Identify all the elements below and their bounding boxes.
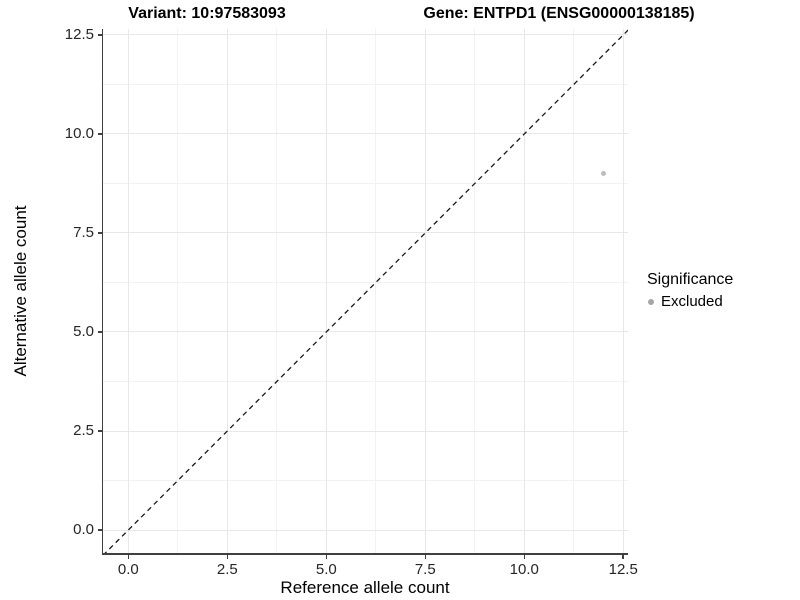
x-tick-mark (424, 554, 427, 559)
major-gridline-horizontal (103, 529, 628, 531)
legend-point-icon (648, 298, 654, 305)
minor-gridline-vertical (276, 29, 278, 553)
y-tick-label: 2.5 (73, 422, 94, 439)
minor-gridline-vertical (474, 29, 476, 553)
minor-gridline-horizontal (103, 281, 628, 283)
x-tick-mark (325, 554, 328, 559)
y-tick-label: 5.0 (73, 322, 94, 340)
x-tick-mark (523, 554, 526, 559)
y-tick-mark (97, 133, 102, 135)
major-gridline-vertical (226, 29, 228, 553)
y-tick-mark (97, 430, 102, 432)
y-tick-mark (97, 331, 102, 333)
major-gridline-vertical (424, 29, 426, 553)
y-tick-label: 0.0 (73, 521, 94, 539)
x-tick-label: 10.0 (509, 561, 539, 578)
major-gridline-horizontal (103, 331, 628, 333)
plot-title-variant: Variant: 10:97583093 (128, 5, 286, 22)
x-tick-mark (622, 554, 624, 559)
y-tick-label: 12.5 (64, 25, 94, 43)
y-tick-mark (97, 529, 102, 531)
x-axis-title: Reference allele count (280, 578, 450, 597)
minor-gridline-vertical (177, 29, 179, 553)
major-gridline-horizontal (103, 133, 628, 135)
x-tick-label: 5.0 (315, 561, 337, 578)
legend-title: Significance (647, 271, 734, 288)
identity-line (104, 29, 628, 553)
x-tick-mark (127, 554, 130, 559)
minor-gridline-horizontal (103, 480, 628, 482)
major-gridline-horizontal (103, 430, 628, 432)
minor-gridline-horizontal (103, 182, 628, 184)
x-tick-label: 12.5 (608, 561, 638, 578)
major-gridline-vertical (622, 29, 624, 553)
data-point (600, 171, 606, 177)
major-gridline-horizontal (103, 34, 628, 36)
x-tick-label: 7.5 (414, 561, 436, 578)
major-gridline-vertical (325, 29, 327, 553)
major-gridline-vertical (523, 29, 525, 553)
minor-gridline-vertical (375, 29, 377, 553)
y-tick-label: 10.0 (64, 124, 94, 142)
y-tick-mark (97, 232, 102, 234)
plot-panel (103, 29, 628, 553)
y-tick-mark (97, 34, 102, 36)
minor-gridline-horizontal (103, 381, 628, 382)
x-tick-label: 0.0 (117, 561, 139, 578)
y-tick-label: 7.5 (73, 223, 94, 241)
legend-item-label: Excluded (661, 293, 723, 310)
x-axis-line (101, 553, 628, 555)
major-gridline-horizontal (103, 232, 628, 234)
major-gridline-vertical (127, 29, 129, 553)
plot-title-gene: Gene: ENTPD1 (ENSG00000138185) (423, 5, 695, 22)
legend: Significance Excluded (647, 271, 733, 310)
minor-gridline-horizontal (103, 83, 628, 85)
x-tick-label: 2.5 (216, 561, 238, 578)
x-tick-mark (226, 554, 229, 559)
y-axis-title: Alternative allele count (11, 205, 30, 377)
minor-gridline-vertical (573, 29, 575, 553)
y-axis-line (101, 29, 103, 555)
legend-item-excluded: Excluded (648, 293, 733, 310)
